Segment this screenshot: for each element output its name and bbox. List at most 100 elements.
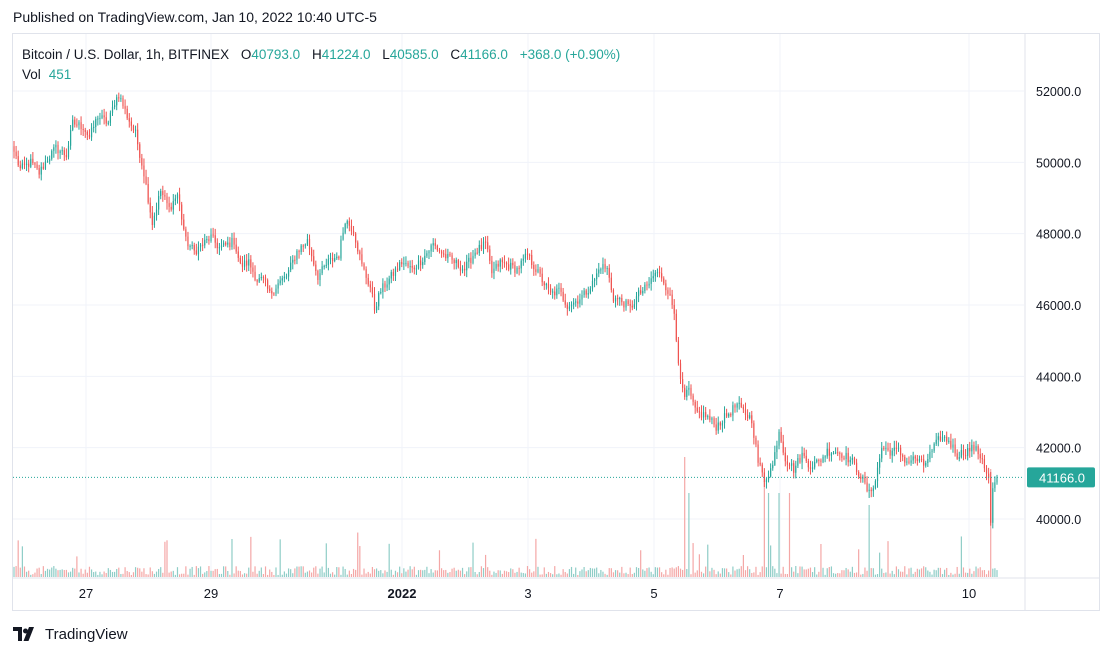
candle-body bbox=[329, 257, 332, 260]
volume-bar bbox=[822, 567, 824, 577]
volume-bar bbox=[948, 574, 950, 577]
candle-body bbox=[805, 455, 807, 461]
candle-body bbox=[36, 164, 38, 169]
volume-bar bbox=[107, 568, 109, 577]
volume-bar bbox=[914, 571, 916, 577]
volume-bar bbox=[417, 570, 420, 577]
candle-body bbox=[367, 277, 369, 285]
candle-body bbox=[202, 244, 204, 246]
candle-body bbox=[44, 161, 47, 169]
volume-bar bbox=[872, 568, 874, 577]
candle-body bbox=[189, 245, 191, 247]
volume-bar bbox=[455, 570, 457, 577]
candle-body bbox=[554, 291, 556, 296]
candle-body bbox=[508, 264, 510, 270]
volume-bar bbox=[644, 570, 646, 577]
volume-bar bbox=[715, 574, 717, 577]
time-axis[interactable]: 27 29 2022 3 5 7 10 bbox=[79, 586, 976, 601]
candle-body bbox=[415, 268, 418, 270]
candle-body bbox=[927, 459, 929, 463]
candle-body bbox=[355, 233, 357, 243]
volume-bar bbox=[472, 542, 474, 577]
candle-body bbox=[158, 196, 160, 210]
volume-bar bbox=[719, 573, 721, 577]
candle-body bbox=[872, 488, 874, 492]
candle-body bbox=[640, 290, 642, 294]
volume-bar bbox=[531, 572, 533, 577]
volume-bar bbox=[920, 568, 923, 577]
candle-body bbox=[518, 267, 520, 269]
volume-bar bbox=[482, 568, 485, 577]
volume-bar bbox=[564, 571, 566, 577]
volume-bar bbox=[623, 573, 625, 577]
candle-body bbox=[912, 456, 914, 461]
candle-body bbox=[151, 212, 153, 226]
candle-body bbox=[17, 156, 19, 166]
volume-bar bbox=[40, 574, 42, 577]
candle-body bbox=[692, 395, 694, 402]
candle-body bbox=[897, 447, 900, 449]
volume-bar bbox=[690, 574, 692, 577]
volume-bar bbox=[765, 567, 768, 577]
volume-bar bbox=[713, 569, 715, 577]
price-axis[interactable]: 40000.0 42000.0 44000.0 46000.0 48000.0 50000… bbox=[1036, 85, 1081, 527]
volume-bar bbox=[172, 570, 174, 577]
volume-bar bbox=[373, 569, 376, 577]
volume-bar bbox=[277, 574, 279, 577]
volume-bar bbox=[447, 572, 449, 577]
candle-body bbox=[925, 462, 927, 466]
volume-bar bbox=[610, 568, 612, 577]
candle-body bbox=[166, 196, 168, 204]
tradingview-footer[interactable]: TradingView bbox=[13, 624, 128, 644]
volume-bar bbox=[908, 568, 910, 577]
volume-bar bbox=[866, 570, 868, 577]
volume-bar bbox=[971, 573, 973, 577]
candle-body bbox=[923, 459, 925, 466]
candle-body bbox=[484, 241, 487, 243]
volume-bar bbox=[788, 493, 791, 577]
volume-bar bbox=[197, 568, 200, 577]
candle-body bbox=[153, 215, 156, 226]
candle-body bbox=[830, 453, 833, 456]
candle-body bbox=[973, 444, 975, 451]
volume-bar bbox=[870, 568, 872, 577]
candle-body bbox=[929, 451, 931, 460]
volume-bar bbox=[367, 571, 369, 577]
volume-bar bbox=[723, 568, 726, 577]
volume-bar bbox=[336, 567, 338, 577]
tradingview-logo-icon bbox=[13, 627, 34, 641]
volume-bar bbox=[656, 567, 659, 577]
volume-bar bbox=[946, 567, 948, 577]
candle-body bbox=[340, 239, 342, 259]
volume-bar bbox=[132, 572, 135, 577]
candle-body bbox=[76, 124, 78, 126]
volume-bar bbox=[688, 493, 690, 577]
volume-bar bbox=[933, 569, 935, 577]
candle-body bbox=[371, 287, 374, 294]
volume-bar bbox=[489, 570, 491, 577]
candle-body bbox=[457, 260, 459, 268]
candle-body bbox=[801, 452, 803, 463]
candle-body bbox=[317, 270, 319, 281]
volume-bar bbox=[401, 573, 403, 577]
candle-body bbox=[57, 144, 59, 154]
volume-bar bbox=[478, 571, 480, 577]
volume-bar bbox=[168, 572, 170, 577]
volume-bar bbox=[851, 566, 853, 577]
candle-body bbox=[556, 288, 558, 296]
candle-body bbox=[220, 245, 223, 248]
volume-bar bbox=[97, 574, 99, 577]
volume-bar bbox=[864, 567, 866, 577]
volume-bar bbox=[784, 573, 786, 577]
candle-body bbox=[627, 300, 629, 305]
volume-bar bbox=[730, 574, 732, 577]
candle-body bbox=[629, 304, 631, 306]
volume-bar bbox=[904, 566, 906, 577]
close-value: 41166.0 bbox=[460, 47, 508, 62]
candle-body bbox=[832, 452, 835, 454]
candle-body bbox=[149, 202, 151, 213]
volume-bar bbox=[883, 572, 885, 577]
volume-bar bbox=[654, 567, 656, 577]
volume-bar bbox=[84, 569, 86, 577]
